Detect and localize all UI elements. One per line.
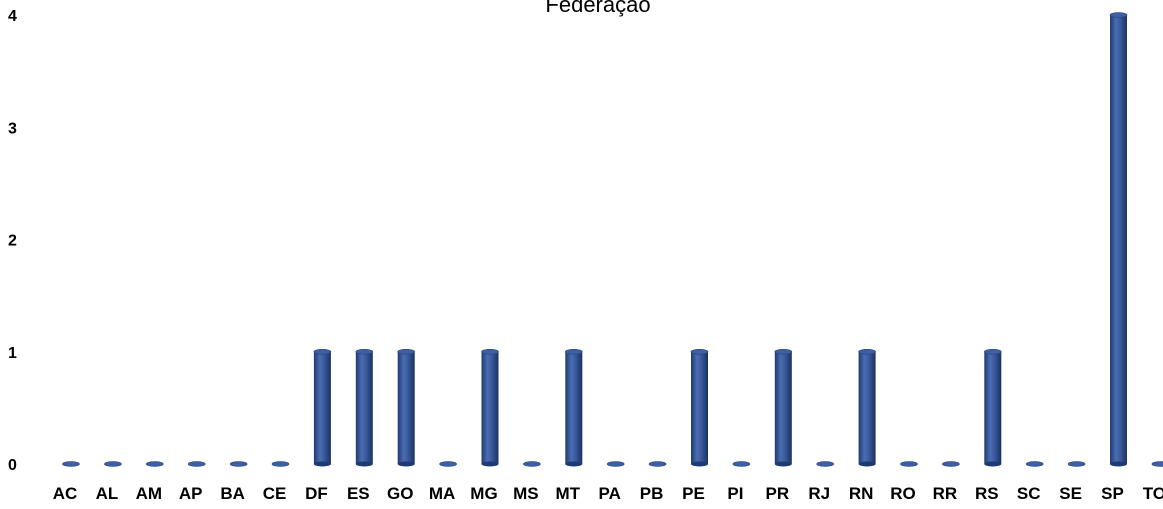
bar-mt bbox=[564, 348, 583, 467]
bar-ce bbox=[271, 461, 290, 467]
bar-ms bbox=[523, 461, 541, 467]
x-tick-label: DF bbox=[305, 484, 328, 503]
x-tick-label: AP bbox=[179, 484, 203, 503]
x-tick-label: MG bbox=[470, 484, 497, 503]
x-tick-label: PR bbox=[765, 484, 789, 503]
x-tick-label: MA bbox=[429, 484, 455, 503]
bar-go bbox=[397, 348, 416, 467]
bar-ac bbox=[62, 461, 80, 467]
x-tick-label: SE bbox=[1059, 484, 1082, 503]
x-tick-label: ES bbox=[347, 484, 370, 503]
bar-ba bbox=[229, 461, 248, 467]
x-tick-label: AC bbox=[53, 484, 78, 503]
bar-rs bbox=[983, 348, 1002, 467]
bar-rr bbox=[942, 461, 960, 467]
bar-am bbox=[146, 461, 164, 467]
bar-to bbox=[1151, 461, 1163, 467]
x-axis-ticks: AC AL AM AP BA CE DF ES GO MA MG MS MT PA PB PE PI PR RJ RN… bbox=[53, 484, 1163, 503]
y-tick-label: 2 bbox=[8, 233, 17, 250]
bar-ap bbox=[187, 461, 206, 467]
bar-sc bbox=[1025, 461, 1044, 467]
x-tick-label: RN bbox=[849, 484, 874, 503]
x-tick-label: AL bbox=[96, 484, 119, 503]
x-tick-label: RS bbox=[975, 484, 999, 503]
bar-rj bbox=[816, 461, 835, 467]
x-tick-label: PB bbox=[640, 484, 664, 503]
bar-pi bbox=[732, 461, 751, 467]
bar-rn bbox=[858, 348, 876, 467]
x-tick-label: RO bbox=[890, 484, 916, 503]
bar-pb bbox=[648, 461, 667, 467]
bar-ro bbox=[900, 461, 918, 467]
x-tick-label: SC bbox=[1017, 484, 1041, 503]
bar-ma bbox=[439, 461, 457, 467]
x-tick-label: RR bbox=[933, 484, 958, 503]
bars bbox=[62, 12, 1163, 467]
bar-pe bbox=[690, 348, 709, 467]
x-tick-label: MT bbox=[556, 484, 581, 503]
y-tick-label: 0 bbox=[8, 457, 17, 474]
bar-mg bbox=[481, 348, 499, 467]
bar-pa bbox=[606, 461, 625, 467]
x-tick-label: GO bbox=[387, 484, 413, 503]
y-tick-label: 1 bbox=[8, 345, 17, 362]
x-tick-label: PA bbox=[599, 484, 621, 503]
bar-se bbox=[1067, 461, 1086, 467]
x-tick-label: AM bbox=[136, 484, 162, 503]
x-tick-label: MS bbox=[513, 484, 539, 503]
x-tick-label: BA bbox=[220, 484, 245, 503]
bar-df bbox=[313, 348, 332, 467]
x-tick-label: CE bbox=[263, 484, 287, 503]
x-tick-label: SP bbox=[1101, 484, 1124, 503]
x-tick-label: TO bbox=[1143, 484, 1163, 503]
y-axis-ticks: 0 1 2 3 4 bbox=[8, 8, 17, 474]
bar-es bbox=[355, 348, 374, 467]
x-tick-label: RJ bbox=[808, 484, 830, 503]
bar-pr bbox=[774, 348, 793, 467]
y-tick-label: 3 bbox=[8, 120, 17, 137]
bar-al bbox=[104, 461, 122, 467]
bar-sp bbox=[1109, 12, 1128, 467]
x-tick-label: PI bbox=[727, 484, 743, 503]
chart-title: Federação bbox=[545, 0, 650, 17]
x-tick-label: PE bbox=[682, 484, 705, 503]
y-tick-label: 4 bbox=[8, 8, 17, 25]
